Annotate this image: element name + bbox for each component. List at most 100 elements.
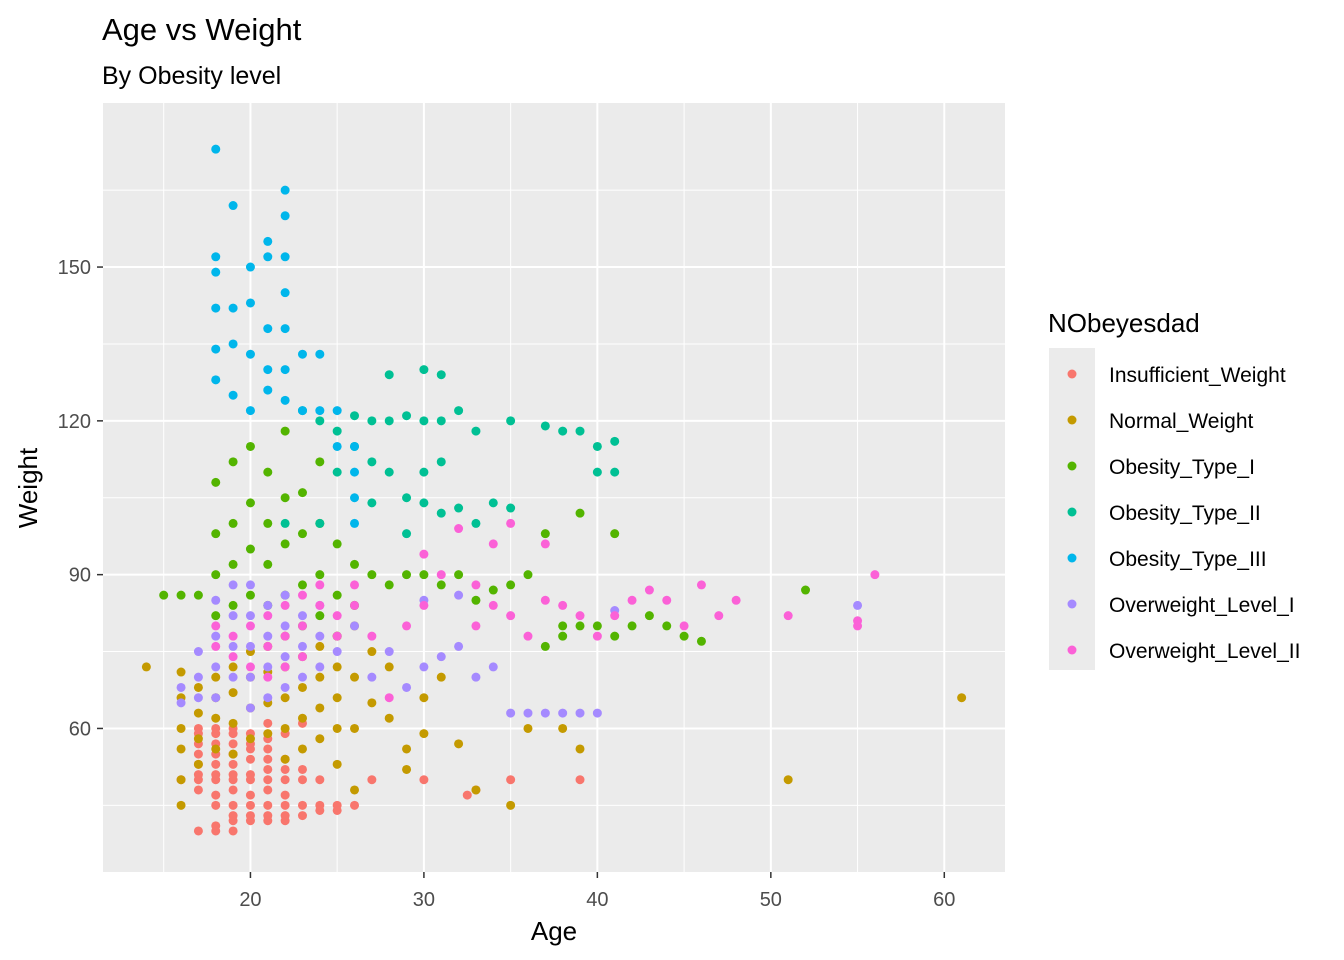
data-point — [245, 641, 255, 651]
data-point — [297, 800, 307, 810]
data-point — [332, 539, 342, 549]
legend-label: Obesity_Type_I — [1109, 456, 1255, 479]
legend-label: Insufficient_Weight — [1109, 364, 1286, 387]
data-point — [245, 703, 255, 713]
data-point — [714, 611, 724, 621]
data-point — [228, 718, 238, 728]
data-point — [263, 811, 273, 821]
data-point — [454, 590, 464, 600]
data-point — [367, 498, 377, 508]
data-point — [176, 800, 186, 810]
data-point — [350, 493, 360, 503]
data-point — [280, 395, 290, 405]
data-point — [193, 734, 203, 744]
data-point — [159, 590, 169, 600]
data-point — [696, 636, 706, 646]
data-point — [280, 764, 290, 774]
data-point — [367, 672, 377, 682]
data-point — [506, 708, 516, 718]
data-point — [350, 411, 360, 421]
data-point — [402, 621, 412, 631]
data-point — [575, 508, 585, 518]
data-point — [263, 236, 273, 246]
data-point — [297, 672, 307, 682]
data-point — [176, 667, 186, 677]
data-point — [592, 467, 602, 477]
data-point — [332, 441, 342, 451]
data-point — [610, 467, 620, 477]
data-point — [263, 518, 273, 528]
data-point — [263, 611, 273, 621]
data-point — [193, 682, 203, 692]
data-point — [506, 775, 516, 785]
data-point — [280, 621, 290, 631]
data-point — [193, 590, 203, 600]
data-point — [350, 600, 360, 610]
data-point — [575, 708, 585, 718]
data-point — [471, 621, 481, 631]
data-point — [263, 600, 273, 610]
data-point — [297, 611, 307, 621]
data-point — [263, 785, 273, 795]
data-point — [419, 693, 429, 703]
data-point — [853, 600, 863, 610]
x-axis-title: Age — [531, 916, 577, 946]
data-point — [436, 457, 446, 467]
data-point — [384, 713, 394, 723]
data-point — [176, 775, 186, 785]
data-point — [280, 518, 290, 528]
data-point — [540, 529, 550, 539]
data-point — [488, 600, 498, 610]
data-point — [263, 729, 273, 739]
data-point — [228, 672, 238, 682]
data-point — [454, 406, 464, 416]
data-point — [193, 826, 203, 836]
data-point — [454, 641, 464, 651]
data-point — [332, 406, 342, 416]
data-point — [280, 652, 290, 662]
data-point — [332, 759, 342, 769]
data-point — [211, 641, 221, 651]
legend-key — [1067, 553, 1077, 563]
data-point — [332, 693, 342, 703]
data-point — [488, 498, 498, 508]
legend: NObeyesdad Insufficient_Weight Normal_Wei… — [1048, 308, 1300, 670]
data-point — [350, 723, 360, 733]
data-point — [592, 631, 602, 641]
data-point — [228, 201, 238, 211]
data-point — [228, 739, 238, 749]
data-point — [280, 211, 290, 221]
data-point — [315, 662, 325, 672]
data-point — [384, 647, 394, 657]
plot-panel — [103, 103, 1005, 872]
data-point — [853, 616, 863, 626]
data-point — [627, 621, 637, 631]
data-point — [211, 790, 221, 800]
data-point — [228, 800, 238, 810]
data-point — [315, 775, 325, 785]
data-point — [193, 693, 203, 703]
legend-key — [1067, 507, 1077, 517]
data-point — [228, 759, 238, 769]
x-tick-label: 40 — [586, 889, 608, 911]
data-point — [297, 580, 307, 590]
data-point — [315, 600, 325, 610]
data-point — [280, 539, 290, 549]
data-point — [245, 498, 255, 508]
data-point — [228, 826, 238, 836]
data-point — [297, 713, 307, 723]
legend-key — [1067, 645, 1077, 655]
data-point — [679, 621, 689, 631]
data-point — [297, 682, 307, 692]
chart-subtitle: By Obesity level — [102, 62, 281, 90]
data-point — [610, 529, 620, 539]
legend-label: Overweight_Level_II — [1109, 640, 1300, 663]
data-point — [297, 488, 307, 498]
legend-item: Obesity_Type_III — [1067, 548, 1267, 571]
data-point — [228, 688, 238, 698]
data-point — [523, 708, 533, 718]
data-point — [315, 570, 325, 580]
data-point — [332, 467, 342, 477]
data-point — [193, 749, 203, 759]
data-point — [506, 518, 516, 528]
